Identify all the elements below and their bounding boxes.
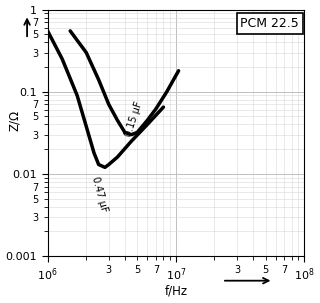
X-axis label: f/Hz: f/Hz	[164, 285, 188, 298]
Text: 0.15 μF: 0.15 μF	[123, 101, 144, 138]
Text: Z/Ω: Z/Ω	[8, 110, 21, 131]
Text: PCM 22.5: PCM 22.5	[240, 17, 299, 30]
Text: 0.47 μF: 0.47 μF	[90, 176, 109, 214]
